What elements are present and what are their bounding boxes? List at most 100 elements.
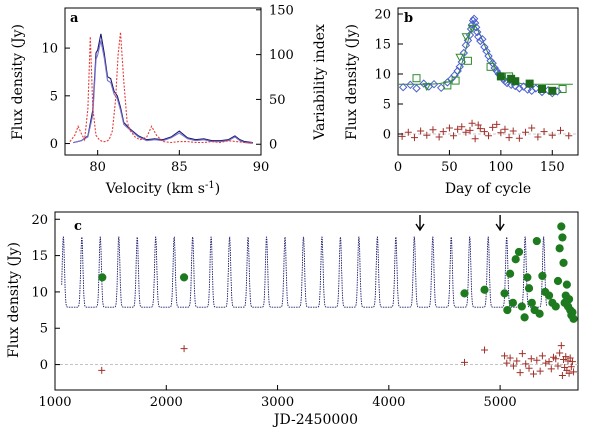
panel-c-point-1-10 — [518, 350, 526, 358]
panel-c-point-0-23 — [553, 276, 563, 286]
panel-c: c 1000 2000 3000 4000 5000 0 5 10 15 20 JD-245000… — [6, 211, 579, 428]
panel-b-point-1-7 — [443, 78, 452, 87]
panel-c-point-1-3 — [481, 346, 489, 354]
panel-b-point-5-13 — [466, 126, 474, 134]
panel-b-point-2-4 — [486, 62, 495, 71]
panel-b-xtick-label-2: 100 — [488, 160, 513, 175]
panel-b-point-3-0 — [422, 83, 432, 92]
panel-c-point-1-12 — [525, 364, 533, 372]
panel-c-point-1-13 — [527, 355, 535, 363]
panel-c-point-0-2 — [460, 289, 469, 298]
panel-b-point-5-16 — [474, 121, 482, 129]
panel-b-point-5-7 — [439, 128, 447, 136]
panel-b-point-5-19 — [485, 132, 493, 140]
panel-b-xlabel: Day of cycle — [445, 181, 531, 197]
panel-b-point-3-3 — [467, 24, 477, 33]
panel-c-point-0-4 — [500, 289, 509, 298]
panel-b-point-5-5 — [429, 126, 437, 134]
panel-b-ytick-label-0: 0 — [383, 128, 391, 143]
panel-c-point-0-5 — [503, 305, 512, 315]
panel-c-point-0-27 — [559, 258, 568, 267]
panel-c-point-1-0 — [98, 366, 106, 374]
panel-b-xtick-label-1: 50 — [441, 160, 458, 175]
panel-c-point-0-26 — [558, 233, 567, 242]
panel-c-frame — [54, 211, 579, 391]
panel-b-point-2-1 — [443, 81, 452, 90]
panel-c-point-1-4 — [501, 352, 509, 360]
panel-c-point-0-0 — [98, 273, 107, 282]
panel-b-point-4-2 — [511, 77, 520, 86]
panel-c-point-1-33 — [566, 354, 574, 362]
panel-b-ytick-label-2: 10 — [374, 68, 391, 83]
panel-c-point-1-7 — [509, 362, 517, 370]
panel-b-point-5-29 — [534, 133, 542, 141]
panel-a-letter: a — [70, 11, 79, 26]
panel-c-point-1-35 — [568, 358, 576, 366]
panel-b-point-3-2 — [461, 33, 471, 42]
panel-c-point-1-26 — [558, 371, 566, 379]
panel-b-ytick-label-3: 15 — [374, 38, 391, 53]
panel-c-point-0-36 — [569, 314, 578, 323]
panel-b-point-5-33 — [565, 132, 573, 140]
panel-a-xtick-label-2: 90 — [253, 160, 270, 175]
panel-c-point-1-16 — [536, 367, 544, 375]
panel-b-point-5-32 — [557, 126, 565, 134]
panel-c-point-0-9 — [514, 247, 524, 257]
panel-b-point-1-5 — [429, 79, 439, 89]
panel-c-point-1-32 — [565, 369, 573, 377]
panel-b-point-5-6 — [435, 133, 443, 141]
panel-b-point-5-21 — [493, 120, 501, 128]
panel-a-xtick-label-1: 85 — [171, 160, 188, 175]
panel-c-point-1-18 — [542, 359, 550, 367]
panel-b-point-5-14 — [468, 119, 476, 127]
panel-a-ytick-label-0: 0 — [50, 137, 58, 152]
panel-a-xtick-label-0: 80 — [89, 160, 106, 175]
panel-b-point-2-3 — [463, 56, 472, 65]
panel-b-point-5-28 — [528, 124, 536, 132]
panel-b-point-5-20 — [489, 123, 497, 131]
panel-b-point-5-23 — [501, 125, 509, 133]
panel-b-point-5-31 — [548, 131, 556, 139]
panel-a-ylabel: Flux density (Jy) — [10, 24, 26, 140]
panel-b-point-4-3 — [525, 79, 534, 88]
panel-a-ytick-right-label-0: 0 — [269, 138, 277, 153]
panel-c-arrow-0 — [415, 215, 425, 232]
panel-b-point-1-0 — [398, 82, 408, 92]
panel-b-ytick-label-4: 20 — [374, 8, 391, 23]
panel-a-ytick-label-1: 5 — [50, 89, 58, 104]
panel-b-point-5-3 — [417, 127, 425, 135]
panel-c-ylabel: Flux density (Jy) — [6, 242, 22, 358]
panel-b-point-1-25 — [476, 36, 485, 46]
panel-c-letter: c — [74, 219, 82, 234]
panel-b-point-2-0 — [412, 74, 421, 83]
panel-c-point-1-9 — [516, 369, 524, 377]
panel-b-point-1-24 — [474, 32, 483, 42]
panel-b-point-5-18 — [480, 128, 488, 136]
panel-b-letter: b — [404, 11, 413, 26]
panel-c-ytick-label-2: 10 — [31, 285, 48, 300]
panel-b-point-1-32 — [490, 63, 499, 73]
panel-a-series-1 — [73, 40, 253, 145]
panel-b-point-5-9 — [450, 132, 458, 140]
panel-b-point-5-1 — [404, 128, 412, 136]
panel-c-point-0-6 — [506, 269, 515, 278]
panel-b-point-5-25 — [509, 127, 517, 135]
panel-c-point-1-15 — [533, 356, 541, 364]
panel-c-point-1-17 — [538, 352, 546, 360]
panel-b-xtick-label-3: 150 — [540, 160, 565, 175]
panel-c-xlabel: JD-2450000 — [272, 412, 358, 428]
panel-c-point-0-24 — [555, 244, 564, 253]
panel-b-point-5-10 — [454, 125, 462, 133]
panel-a-series-0 — [73, 33, 253, 144]
panel-c-point-0-30 — [562, 280, 571, 289]
panel-b-point-1-2 — [412, 84, 421, 93]
panel-b-point-4-4 — [538, 85, 546, 93]
panel-c-point-1-19 — [545, 358, 553, 366]
panel-b-point-1-18 — [467, 20, 477, 30]
panel-a-ytick-right-label-3: 150 — [269, 3, 294, 18]
panel-b-point-1-22 — [471, 22, 481, 32]
panel-c-point-1-5 — [503, 359, 511, 367]
panel-c-point-1-11 — [522, 360, 530, 368]
